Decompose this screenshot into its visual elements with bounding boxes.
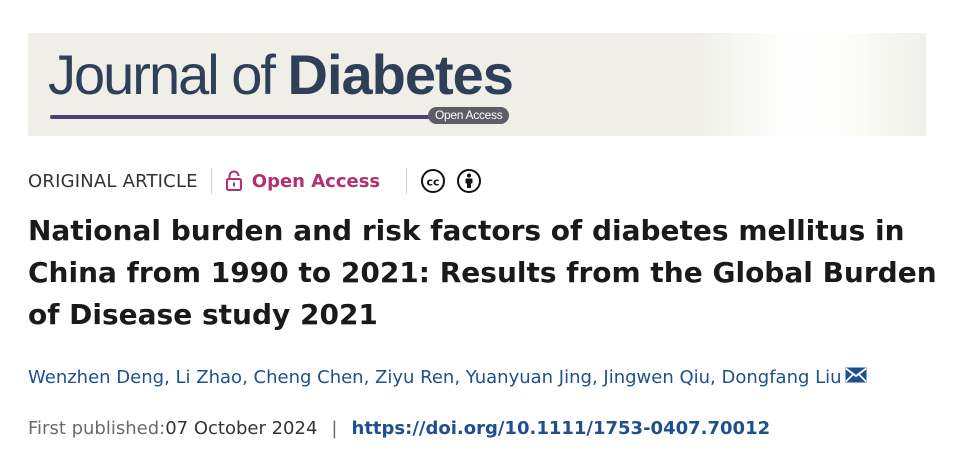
author-link[interactable]: Cheng Chen [253,367,364,388]
lock-icon [225,170,243,192]
separator: | [331,418,338,439]
open-access-label[interactable]: Open Access [251,170,381,192]
meta-divider [210,168,212,194]
journal-name-light: Journal of [48,43,288,106]
open-access-badge: Open Access [428,107,510,124]
article-title: National burden and risk factors of diab… [28,214,937,331]
author-link[interactable]: Yuanyuan Jing [465,367,592,388]
first-published-label: First published: [28,418,166,439]
journal-logo: Journal of Diabetes [48,43,514,107]
author-link[interactable]: Jingwen Qiu [603,367,711,388]
author-link[interactable]: Li Zhao [175,367,243,388]
author-link[interactable]: Dongfang Liu [721,367,842,388]
mail-icon[interactable] [844,367,867,388]
author-link[interactable]: Ziyu Ren [375,367,455,388]
journal-name-bold: Diabetes [287,43,514,106]
article-meta: ORIGINAL ARTICLE Open Access cc [28,166,482,196]
author-list: Wenzhen Deng, Li Zhao, Cheng Chen, Ziyu … [28,367,867,388]
publication-info: First published: 07 October 2024 | https… [28,418,770,439]
article-type: ORIGINAL ARTICLE [28,170,198,192]
creative-commons-icon[interactable]: cc [420,168,446,194]
svg-text:cc: cc [427,176,440,189]
author-link[interactable]: Wenzhen Deng [28,367,165,388]
doi-link[interactable]: https://doi.org/10.1111/1753-0407.70012 [351,418,771,439]
meta-divider [406,168,408,194]
license-icons[interactable]: cc [420,168,482,194]
banner-rule [50,115,432,119]
publication-date: 07 October 2024 [165,418,318,439]
attribution-icon[interactable] [456,168,482,194]
journal-banner[interactable]: Journal of Diabetes Open Access [28,33,926,136]
